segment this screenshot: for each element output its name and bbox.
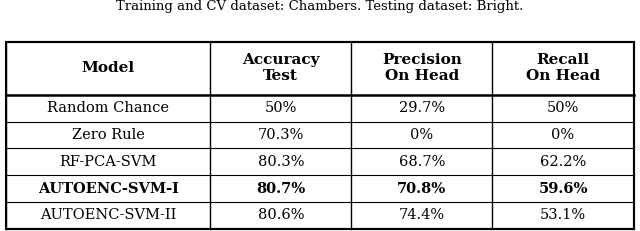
Text: 0%: 0% — [410, 128, 433, 142]
Text: Model: Model — [82, 61, 135, 75]
Text: 62.2%: 62.2% — [540, 155, 586, 169]
Text: Zero Rule: Zero Rule — [72, 128, 145, 142]
Text: 74.4%: 74.4% — [399, 208, 445, 222]
Text: 70.3%: 70.3% — [258, 128, 304, 142]
Text: 80.7%: 80.7% — [256, 182, 305, 196]
Text: Random Chance: Random Chance — [47, 101, 170, 115]
Text: 68.7%: 68.7% — [399, 155, 445, 169]
Text: Recall
On Head: Recall On Head — [526, 53, 600, 83]
Text: AUTOENC-SVM-I: AUTOENC-SVM-I — [38, 182, 179, 196]
Text: 70.8%: 70.8% — [397, 182, 447, 196]
Text: 29.7%: 29.7% — [399, 101, 445, 115]
Text: RF-PCA-SVM: RF-PCA-SVM — [60, 155, 157, 169]
Text: 53.1%: 53.1% — [540, 208, 586, 222]
Text: Precision
On Head: Precision On Head — [382, 53, 462, 83]
Text: 50%: 50% — [547, 101, 579, 115]
Text: 80.3%: 80.3% — [257, 155, 304, 169]
Text: 80.6%: 80.6% — [257, 208, 304, 222]
Text: 0%: 0% — [552, 128, 575, 142]
Text: Accuracy
Test: Accuracy Test — [242, 53, 319, 83]
Text: 59.6%: 59.6% — [538, 182, 588, 196]
Text: 50%: 50% — [264, 101, 297, 115]
Text: Training and CV dataset: Chambers. Testing dataset: Bright.: Training and CV dataset: Chambers. Testi… — [116, 0, 524, 13]
Text: AUTOENC-SVM-II: AUTOENC-SVM-II — [40, 208, 177, 222]
